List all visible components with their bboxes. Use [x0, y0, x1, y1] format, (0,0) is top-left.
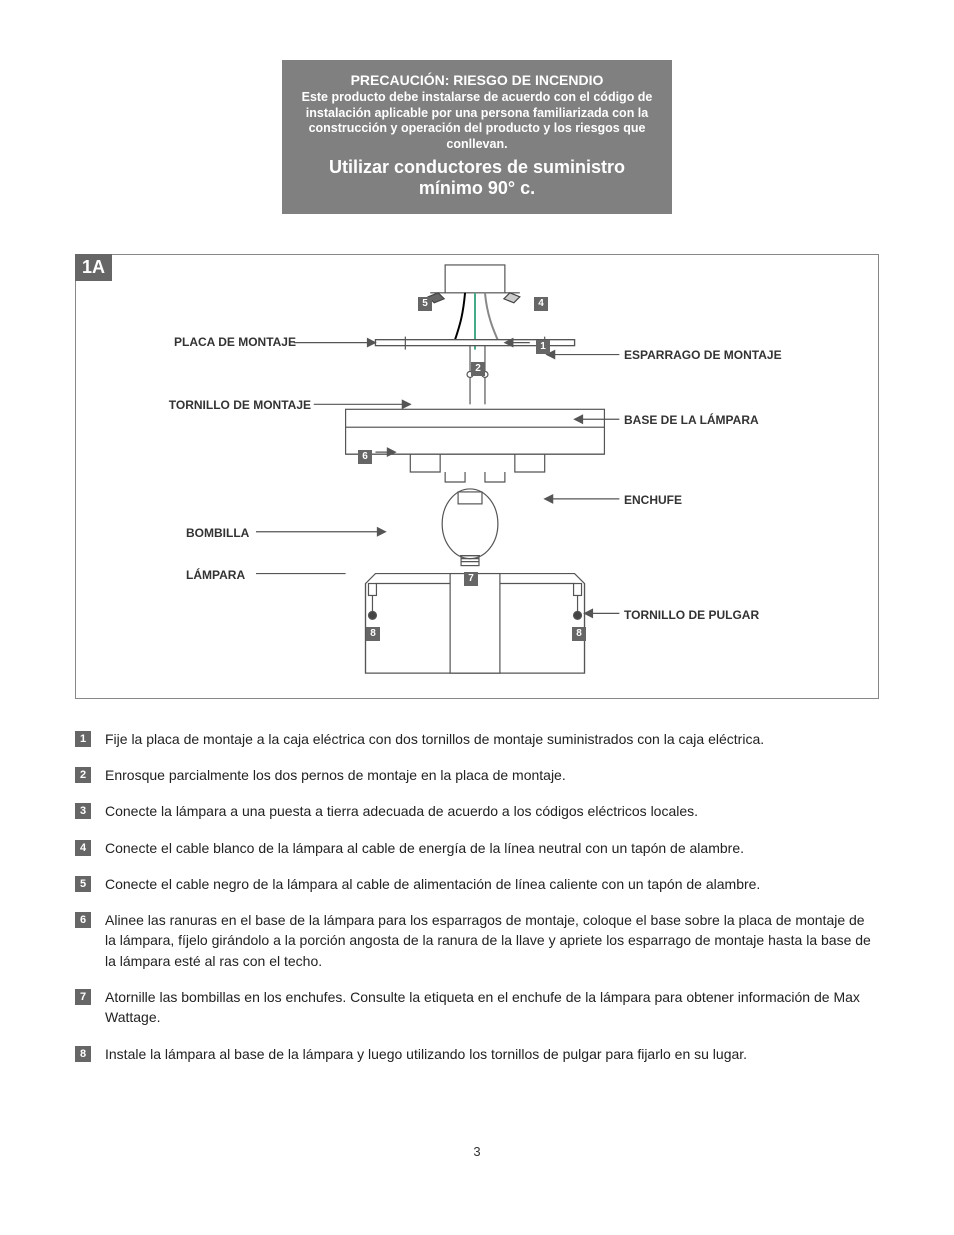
step-num: 5	[75, 876, 91, 892]
step-num: 6	[75, 912, 91, 928]
warning-body: Este producto debe instalarse de acuerdo…	[300, 90, 654, 153]
step-item: 7 Atornille las bombillas en los enchufe…	[75, 987, 879, 1028]
label-bombilla: BOMBILLA	[186, 526, 249, 540]
step-item: 8 Instale la lámpara al base de la lámpa…	[75, 1044, 879, 1064]
step-item: 2 Enrosque parcialmente los dos pernos d…	[75, 765, 879, 785]
diagram-container: 1A	[75, 254, 879, 699]
step-item: 5 Conecte el cable negro de la lámpara a…	[75, 874, 879, 894]
step-num: 1	[75, 731, 91, 747]
diagram-num-6: 6	[358, 450, 372, 464]
diagram-num-8a: 8	[366, 627, 380, 641]
step-item: 4 Conecte el cable blanco de la lámpara …	[75, 838, 879, 858]
step-num: 7	[75, 989, 91, 1005]
diagram-num-2: 2	[471, 362, 485, 376]
step-text: Alinee las ranuras en el base de la lámp…	[105, 910, 879, 971]
step-text: Instale la lámpara al base de la lámpara…	[105, 1044, 879, 1064]
step-text: Conecte el cable blanco de la lámpara al…	[105, 838, 879, 858]
step-num: 4	[75, 840, 91, 856]
diagram-num-4: 4	[534, 297, 548, 311]
step-item: 6 Alinee las ranuras en el base de la lá…	[75, 910, 879, 971]
diagram-num-8b: 8	[572, 627, 586, 641]
step-num: 3	[75, 803, 91, 819]
warning-box: PRECAUCIÓN: RIESGO DE INCENDIO Este prod…	[282, 60, 672, 214]
warning-emphasis: Utilizar conductores de suministro mínim…	[300, 157, 654, 200]
label-tornillo: TORNILLO DE MONTAJE	[136, 398, 311, 412]
diagram-num-5: 5	[418, 297, 432, 311]
step-list: 1 Fije la placa de montaje a la caja elé…	[75, 729, 879, 1064]
label-placa: PLACA DE MONTAJE	[146, 335, 296, 349]
diagram-svg	[76, 255, 878, 698]
diagram-num-7: 7	[464, 572, 478, 586]
step-text: Conecte el cable negro de la lámpara al …	[105, 874, 879, 894]
step-item: 3 Conecte la lámpara a una puesta a tier…	[75, 801, 879, 821]
step-text: Conecte la lámpara a una puesta a tierra…	[105, 801, 879, 821]
step-item: 1 Fije la placa de montaje a la caja elé…	[75, 729, 879, 749]
label-lampara: LÁMPARA	[186, 568, 245, 582]
step-text: Fije la placa de montaje a la caja eléct…	[105, 729, 879, 749]
step-num: 8	[75, 1046, 91, 1062]
label-enchufe: ENCHUFE	[624, 493, 682, 507]
page-number: 3	[75, 1144, 879, 1159]
diagram-num-1: 1	[536, 340, 550, 354]
label-base: BASE DE LA LÁMPARA	[624, 413, 759, 427]
step-num: 2	[75, 767, 91, 783]
label-esparrago: ESPARRAGO DE MONTAJE	[624, 348, 782, 362]
step-text: Atornille las bombillas en los enchufes.…	[105, 987, 879, 1028]
step-text: Enrosque parcialmente los dos pernos de …	[105, 765, 879, 785]
label-pulgar: TORNILLO DE PULGAR	[624, 608, 759, 622]
warning-title: PRECAUCIÓN: RIESGO DE INCENDIO	[300, 72, 654, 88]
